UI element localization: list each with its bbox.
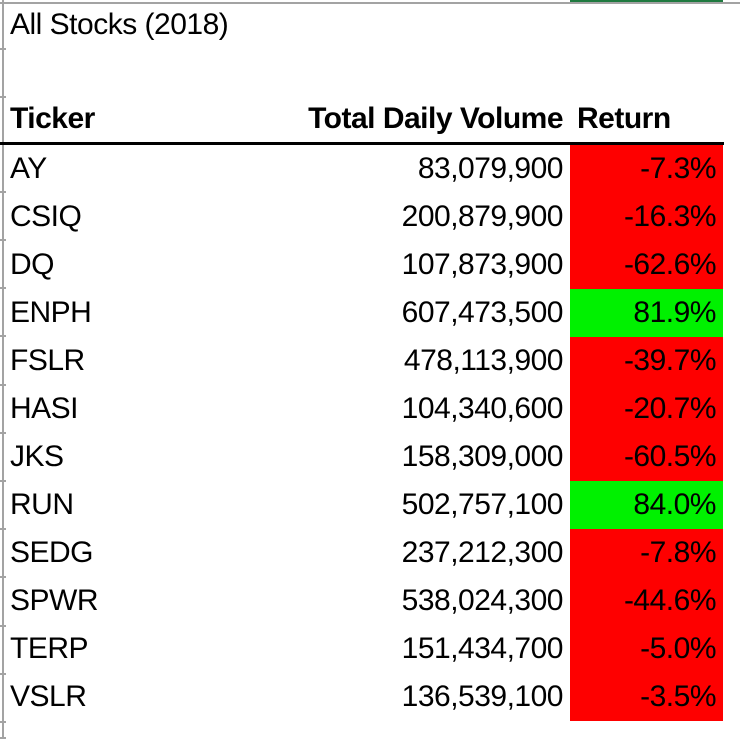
ticker-cell[interactable]: ENPH: [10, 296, 92, 329]
row-tick: [0, 432, 6, 434]
row-tick: [0, 96, 6, 98]
ticker-cell[interactable]: HASI: [10, 392, 79, 425]
row-tick: [0, 239, 6, 241]
col-header-ticker[interactable]: Ticker: [10, 102, 95, 135]
return-cell[interactable]: -62.6%: [570, 241, 723, 289]
volume-cell[interactable]: 151,434,700: [401, 632, 564, 665]
ticker-cell[interactable]: TERP: [10, 632, 89, 665]
ticker-cell[interactable]: CSIQ: [10, 200, 82, 233]
row-tick: [0, 737, 6, 739]
ticker-cell[interactable]: DQ: [10, 248, 55, 281]
table-row: SPWR 538,024,300 -44.6%: [0, 577, 740, 625]
return-cell[interactable]: -16.3%: [570, 193, 723, 241]
ticker-cell[interactable]: JKS: [10, 440, 64, 473]
header-row: Ticker Total Daily Volume Return: [0, 96, 724, 145]
row-tick: [0, 191, 6, 193]
volume-cell[interactable]: 237,212,300: [401, 536, 564, 569]
row-tick: [0, 335, 6, 337]
row-tick: [0, 625, 6, 627]
table-row: JKS 158,309,000 -60.5%: [0, 433, 740, 481]
row-tick: [0, 287, 6, 289]
volume-cell[interactable]: 607,473,500: [401, 296, 564, 329]
top-gridline: [0, 2, 740, 4]
ticker-cell[interactable]: SEDG: [10, 536, 94, 569]
volume-cell[interactable]: 107,873,900: [401, 248, 564, 281]
return-cell[interactable]: -20.7%: [570, 385, 723, 433]
col-header-volume[interactable]: Total Daily Volume: [308, 102, 563, 135]
return-cell[interactable]: -3.5%: [570, 673, 723, 721]
return-cell[interactable]: -60.5%: [570, 433, 723, 481]
ticker-cell[interactable]: VSLR: [10, 680, 87, 713]
table-row: ENPH 607,473,500 81.9%: [0, 289, 740, 337]
table-row: CSIQ 200,879,900 -16.3%: [0, 193, 740, 241]
title-row: All Stocks (2018): [0, 2, 740, 48]
return-cell[interactable]: -44.6%: [570, 577, 723, 625]
volume-cell[interactable]: 502,757,100: [401, 488, 564, 521]
sheet-title-cell[interactable]: All Stocks (2018): [10, 8, 229, 41]
volume-cell[interactable]: 136,539,100: [401, 680, 564, 713]
ticker-cell[interactable]: FSLR: [10, 344, 85, 377]
row-tick: [0, 528, 6, 530]
volume-cell[interactable]: 83,079,900: [417, 152, 564, 185]
volume-cell[interactable]: 158,309,000: [401, 440, 564, 473]
return-cell[interactable]: -39.7%: [570, 337, 723, 385]
row-tick: [0, 384, 6, 386]
row-tick: [0, 48, 6, 50]
ticker-cell[interactable]: SPWR: [10, 584, 99, 617]
table-row: VSLR 136,539,100 -3.5%: [0, 673, 740, 721]
return-cell[interactable]: -7.8%: [570, 529, 723, 577]
table-row: FSLR 478,113,900 -39.7%: [0, 337, 740, 385]
table-row: SEDG 237,212,300 -7.8%: [0, 529, 740, 577]
table-row: HASI 104,340,600 -20.7%: [0, 385, 740, 433]
return-cell[interactable]: -7.3%: [570, 145, 723, 193]
ticker-cell[interactable]: AY: [10, 152, 47, 185]
table-row: DQ 107,873,900 -62.6%: [0, 241, 740, 289]
row-tick: [0, 721, 6, 723]
table-row: RUN 502,757,100 84.0%: [0, 481, 740, 529]
volume-cell[interactable]: 200,879,900: [401, 200, 564, 233]
return-cell[interactable]: 81.9%: [570, 289, 723, 337]
row-tick: [0, 480, 6, 482]
table-row: TERP 151,434,700 -5.0%: [0, 625, 740, 673]
left-gridline: [2, 0, 4, 739]
ticker-cell[interactable]: RUN: [10, 488, 74, 521]
row-tick: [0, 576, 6, 578]
return-cell[interactable]: 84.0%: [570, 481, 723, 529]
return-cell[interactable]: -5.0%: [570, 625, 723, 673]
volume-cell[interactable]: 478,113,900: [403, 344, 564, 377]
volume-cell[interactable]: 104,340,600: [401, 392, 564, 425]
empty-row[interactable]: [0, 48, 740, 96]
col-header-return[interactable]: Return: [577, 102, 671, 135]
volume-cell[interactable]: 538,024,300: [401, 584, 564, 617]
row-tick: [0, 673, 6, 675]
table-row: AY 83,079,900 -7.3%: [0, 145, 740, 193]
